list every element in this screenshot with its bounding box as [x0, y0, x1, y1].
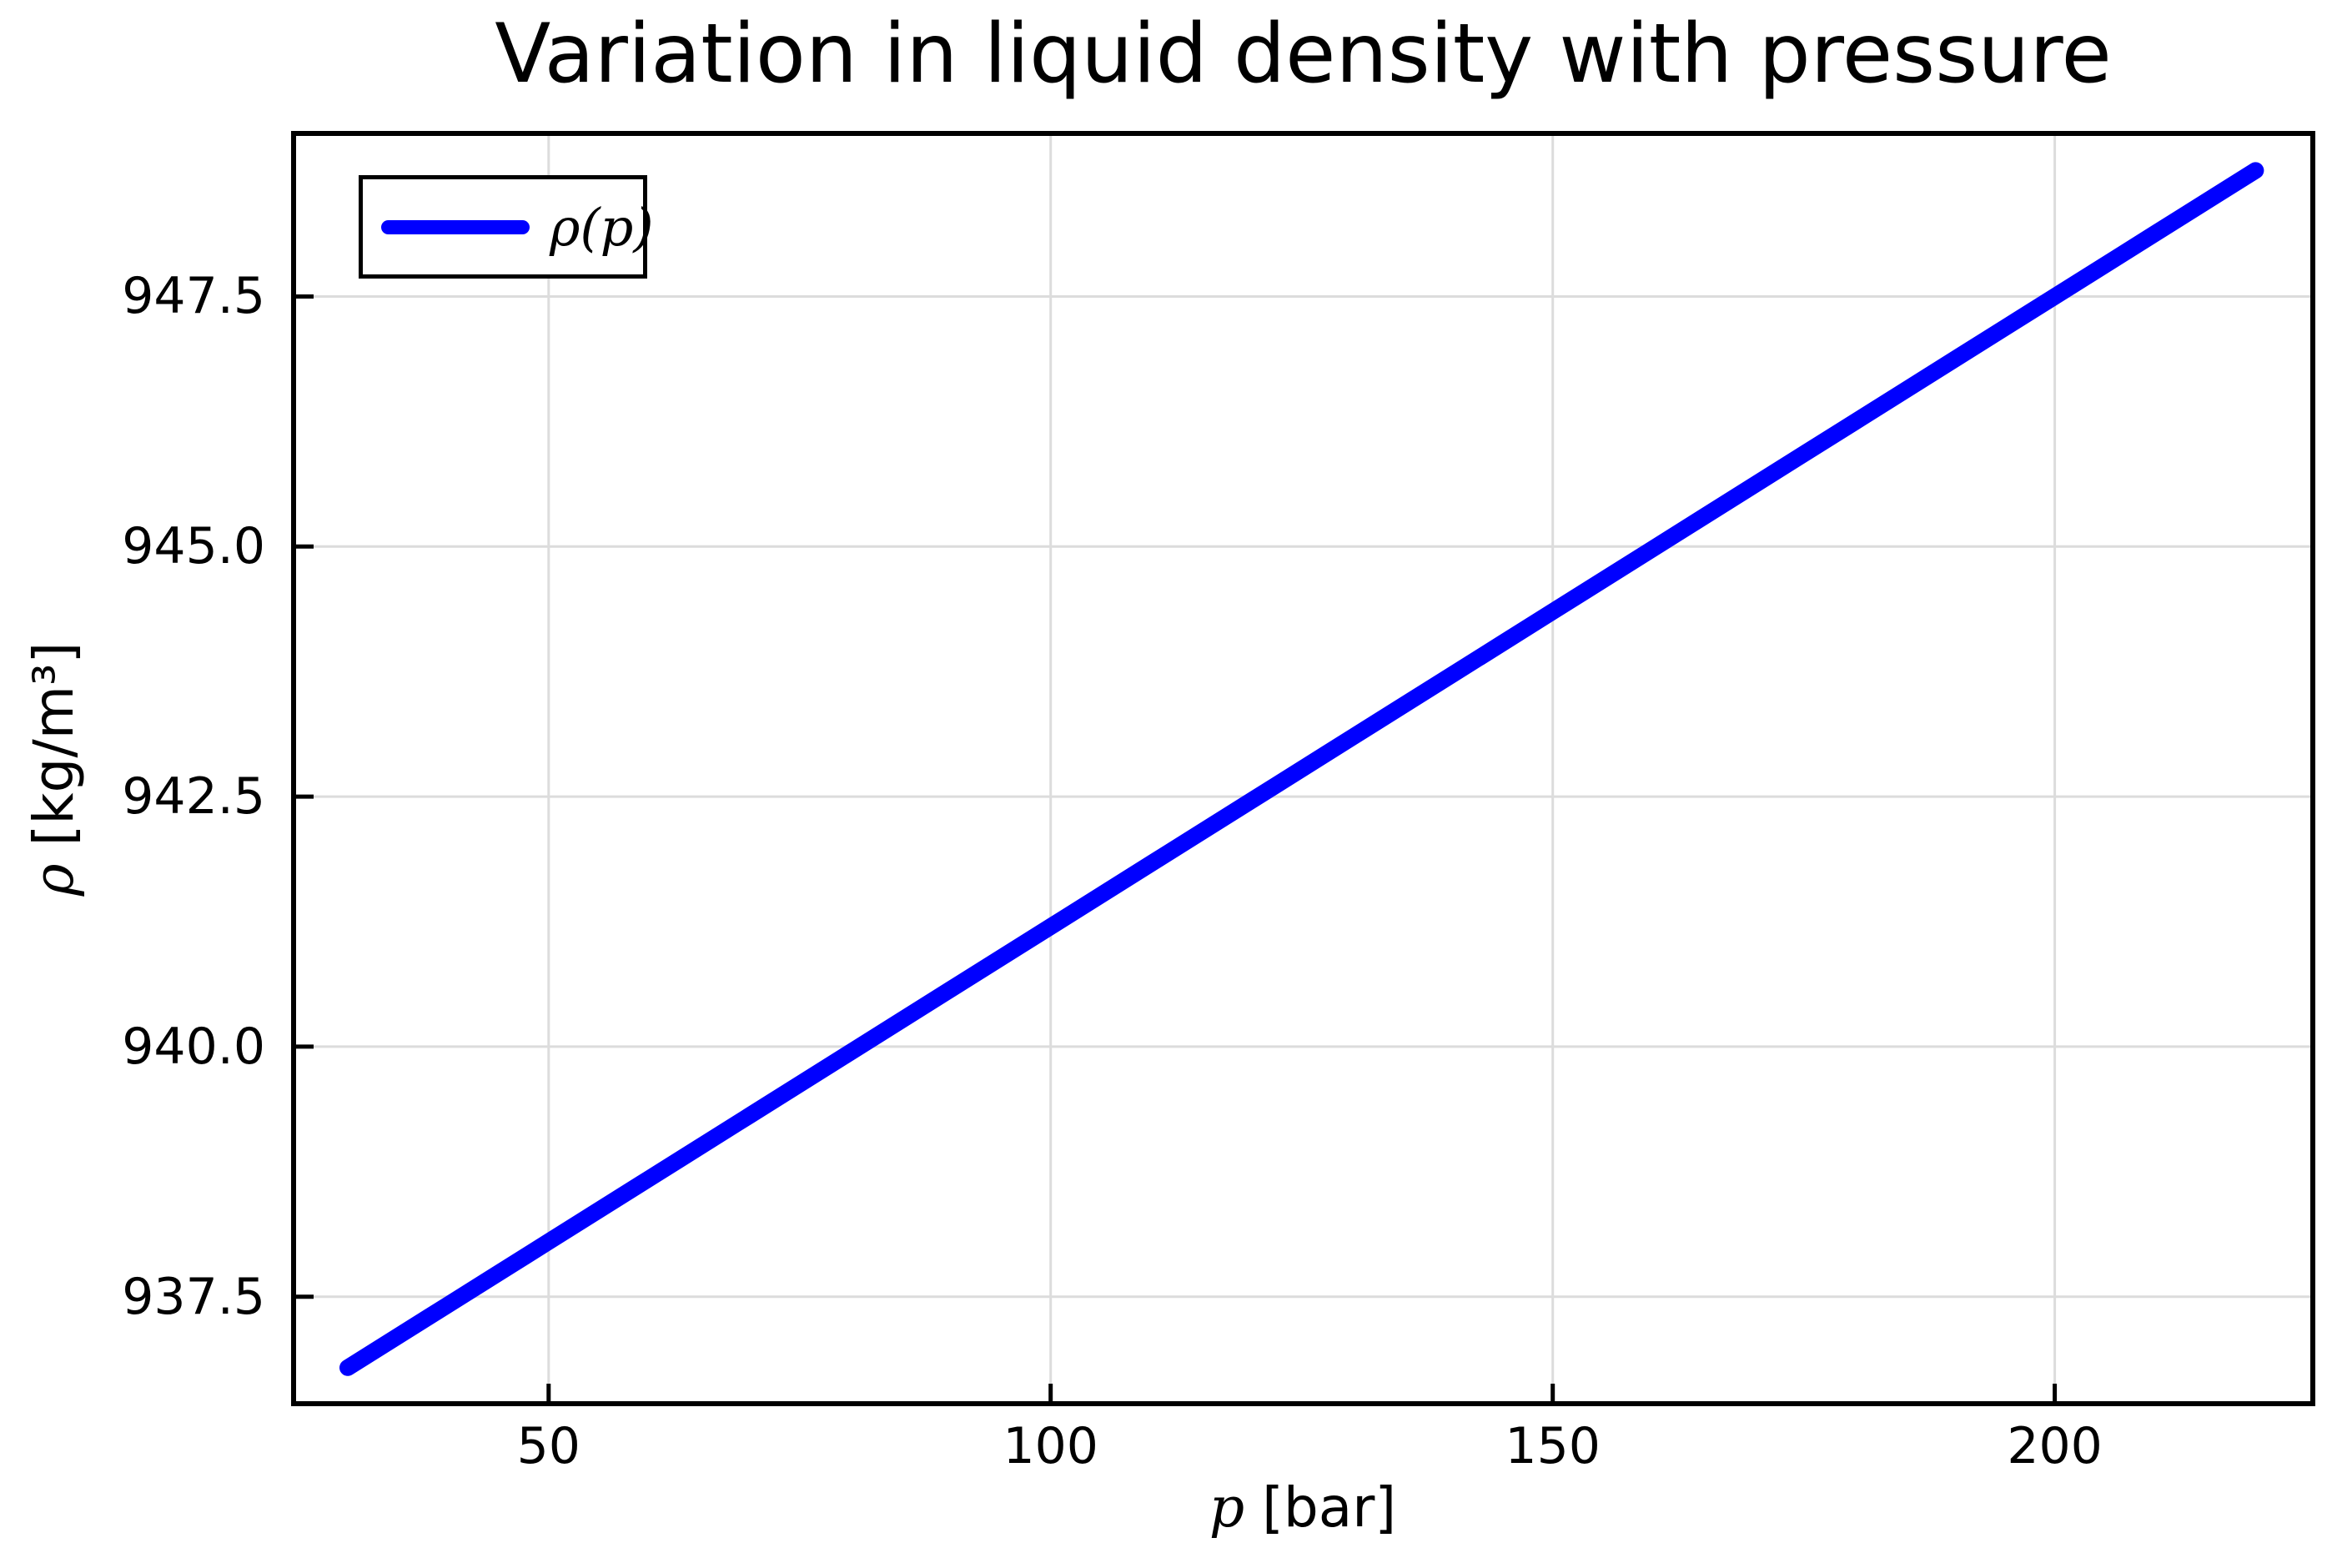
y-tick-label: 942.5 — [122, 767, 265, 827]
legend: ρ(p) — [359, 175, 654, 279]
y-tick-label: 940.0 — [122, 1017, 265, 1076]
y-tick-label: 947.5 — [122, 267, 265, 326]
y-axis-symbol: ρ — [22, 863, 86, 897]
x-tick-label: 100 — [1003, 1417, 1098, 1475]
y-axis-units: [kg/m³] — [22, 641, 86, 864]
chart-title: Variation in liquid density with pressur… — [495, 7, 2112, 102]
x-tick-label: 150 — [1505, 1417, 1601, 1475]
x-axis-label: p [bar] — [1053, 1478, 1553, 1538]
x-tick-label: 50 — [516, 1417, 580, 1475]
x-axis-units: [bar] — [1244, 1475, 1397, 1540]
legend-label: ρ(p) — [550, 196, 654, 258]
x-axis-symbol: p — [1209, 1475, 1245, 1540]
axes-border — [291, 131, 2315, 1406]
series-line — [339, 162, 2264, 1376]
legend-line-sample — [381, 219, 530, 234]
y-tick-label: 937.5 — [122, 1267, 265, 1326]
y-axis-label: ρ [kg/m³] — [22, 517, 86, 1021]
y-tick-label: 945.0 — [122, 517, 265, 576]
x-tick-label: 200 — [2007, 1417, 2103, 1475]
